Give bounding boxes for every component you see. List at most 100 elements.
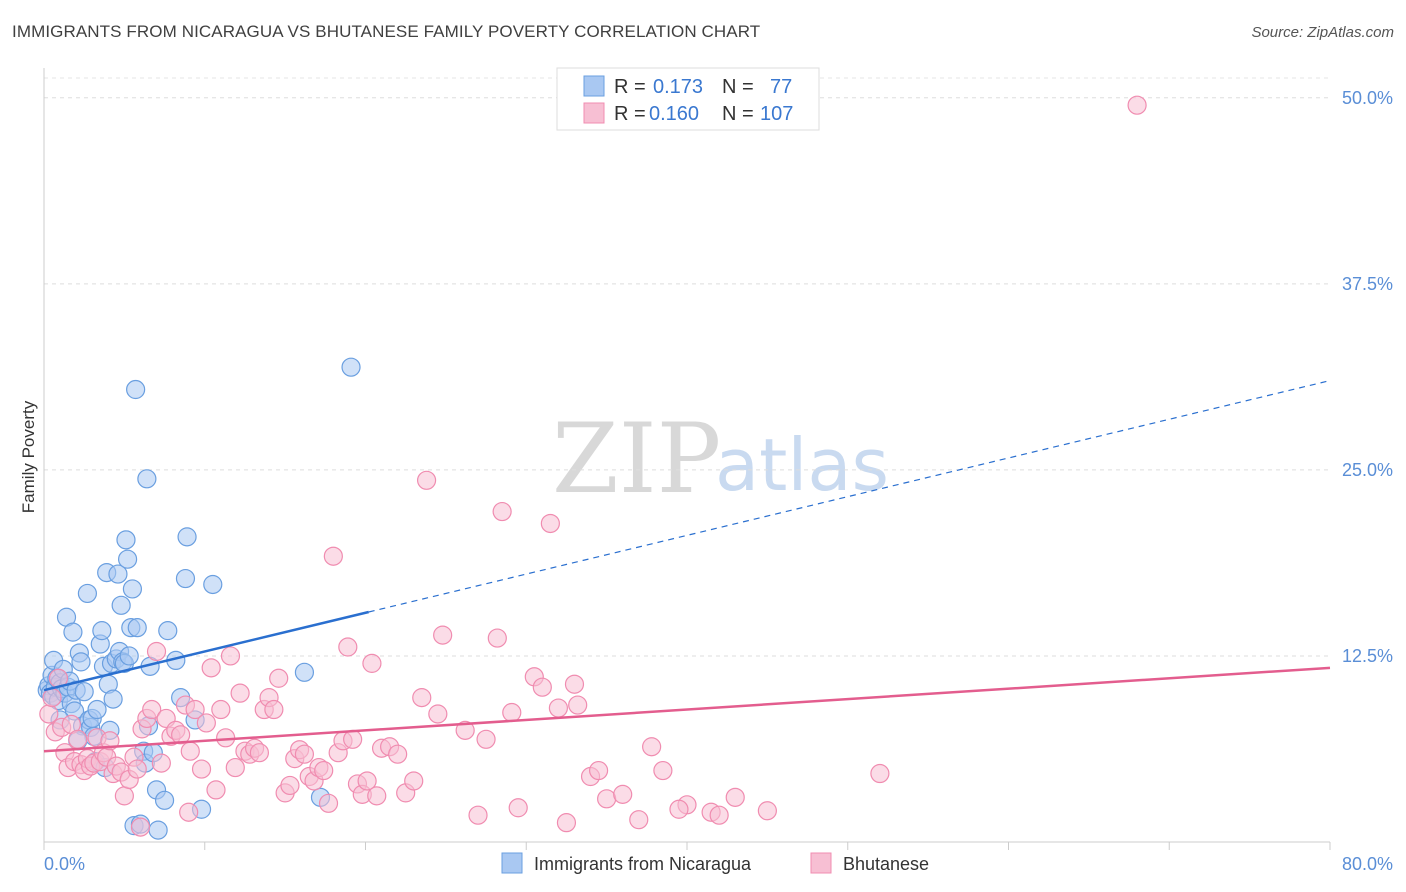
x-tick-marks	[43, 842, 1331, 850]
point-s1-110	[870, 763, 890, 784]
point-s0-62	[148, 820, 168, 840]
legend-r-label-nicaragua: R =	[614, 76, 646, 98]
point-s0-48	[119, 646, 139, 666]
correlation-legend: R = 0.173 N = 77 R = 0.160 N = 107	[556, 67, 820, 131]
point-s0-17	[63, 622, 83, 642]
legend-r-value-bhutanese: 0.160	[649, 103, 699, 125]
point-s0-74	[341, 357, 361, 377]
point-s0-43	[111, 595, 131, 615]
point-s1-55	[269, 668, 289, 688]
point-s1-37	[180, 741, 200, 761]
point-s1-113	[179, 802, 199, 822]
point-s0-41	[108, 564, 128, 584]
point-s1-90	[502, 702, 522, 723]
watermark-zip: ZIP	[552, 403, 721, 515]
series-legend-label-bhutanese: Bhutanese	[843, 854, 929, 874]
point-s1-86	[468, 805, 488, 825]
point-s0-68	[177, 527, 197, 547]
point-s1-70	[343, 729, 363, 749]
point-s1-42	[206, 780, 226, 800]
point-s0-32	[92, 621, 112, 641]
point-s1-96	[556, 813, 577, 833]
point-s0-46	[116, 530, 136, 550]
point-s1-85	[455, 720, 475, 740]
point-s1-95	[548, 698, 569, 718]
legend-n-label-nicaragua: N =	[722, 76, 754, 98]
point-s1-60	[294, 744, 315, 764]
legend-n-value-nicaragua: 77	[770, 76, 792, 98]
trend-line-dashed-s0	[368, 379, 1331, 613]
y-tick-label-1: 25.0%	[1342, 460, 1393, 480]
point-s1-94	[540, 513, 560, 534]
grid-lines	[44, 77, 1330, 657]
point-s1-0	[39, 704, 59, 724]
point-s1-69	[338, 637, 358, 657]
point-s1-40	[196, 713, 216, 733]
point-s1-46	[225, 757, 245, 778]
point-s0-47	[117, 549, 138, 569]
point-s0-24	[77, 583, 98, 604]
point-s0-50	[122, 579, 143, 599]
point-s1-84	[433, 625, 453, 645]
x-tick-max: 80.0%	[1342, 854, 1393, 874]
point-s1-75	[367, 786, 387, 806]
point-s1-101	[597, 789, 617, 809]
point-s1-9	[68, 729, 88, 749]
y-tick-label-3: 50.0%	[1342, 88, 1393, 108]
point-s1-103	[642, 737, 662, 757]
source-label: Source: ZipAtlas.com	[1251, 24, 1394, 41]
legend-swatch-bhutanese	[583, 102, 605, 124]
point-s1-66	[323, 546, 343, 566]
point-s1-54	[264, 699, 284, 720]
series-layer	[37, 95, 1331, 840]
point-s1-97	[564, 674, 585, 694]
point-s1-104	[653, 760, 673, 781]
point-s1-65	[318, 793, 339, 813]
point-s1-35	[171, 725, 191, 745]
point-s1-88	[487, 628, 507, 648]
point-s1-82	[416, 470, 437, 490]
point-s0-64	[158, 621, 178, 641]
point-s0-30	[87, 699, 107, 720]
point-s1-19	[100, 731, 120, 751]
legend-n-value-bhutanese: 107	[760, 103, 793, 125]
series-legend: Immigrants from Nicaragua Bhutanese	[501, 852, 929, 874]
point-s1-115	[669, 799, 689, 819]
point-s0-57	[137, 469, 157, 489]
point-s1-111	[1127, 95, 1147, 115]
point-s1-45	[220, 646, 241, 666]
point-s1-81	[412, 688, 432, 708]
point-s1-23	[114, 786, 134, 806]
point-s1-89	[492, 501, 512, 522]
trend-line-solid-s1	[43, 666, 1331, 753]
point-s1-114	[629, 810, 649, 830]
point-s0-52	[126, 379, 146, 400]
point-s1-29	[142, 699, 162, 720]
point-s1-107	[709, 805, 729, 825]
point-s1-108	[725, 787, 745, 807]
point-s1-1	[42, 688, 62, 708]
y-tick-label-2: 37.5%	[1342, 274, 1393, 294]
legend-r-label-bhutanese: R =	[614, 103, 646, 125]
point-s1-83	[428, 704, 448, 724]
point-s1-31	[151, 753, 171, 773]
point-s1-41	[201, 658, 221, 678]
point-s0-21	[71, 652, 91, 672]
point-s1-109	[757, 801, 777, 821]
point-s0-72	[294, 662, 315, 682]
point-s0-39	[103, 689, 123, 709]
point-s0-63	[154, 790, 175, 810]
chart-title: IMMIGRANTS FROM NICARAGUA VS BHUTANESE F…	[12, 22, 761, 41]
point-s1-38	[185, 699, 205, 720]
y-tick-labels: 12.5% 25.0% 37.5% 50.0%	[1342, 88, 1393, 666]
point-s1-93	[532, 677, 552, 697]
watermark-atlas: atlas	[715, 423, 889, 507]
legend-n-label-bhutanese: N =	[722, 103, 754, 125]
y-tick-label-0: 12.5%	[1342, 646, 1393, 666]
point-s1-74	[362, 653, 382, 673]
point-s0-53	[127, 618, 147, 638]
point-s1-112	[130, 817, 151, 837]
x-tick-min: 0.0%	[44, 854, 85, 874]
legend-r-value-nicaragua: 0.173	[653, 76, 703, 98]
